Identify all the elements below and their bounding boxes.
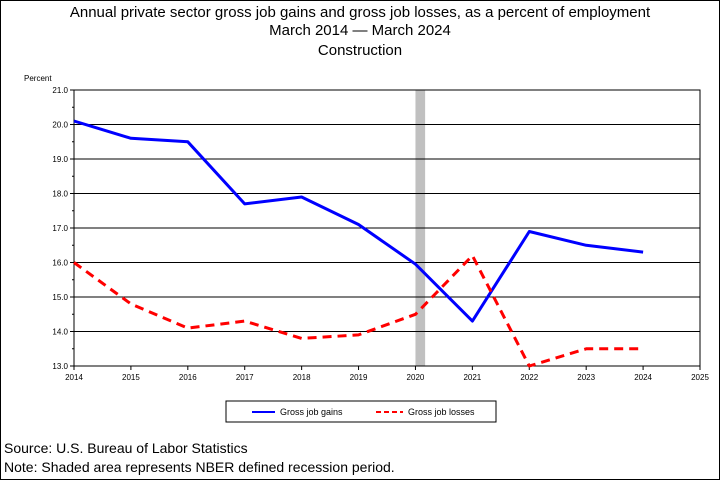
y-tick-label: 13.0	[52, 362, 68, 371]
x-tick-label: 2024	[634, 373, 652, 382]
x-tick-label: 2017	[236, 373, 254, 382]
x-tick-label: 2025	[691, 373, 709, 382]
y-tick-label: 14.0	[52, 328, 68, 337]
y-tick-label: 18.0	[52, 190, 68, 199]
x-tick-label: 2023	[577, 373, 595, 382]
y-tick-label: 19.0	[52, 155, 68, 164]
legend-label: Gross job losses	[408, 407, 475, 417]
y-tick-label: 20.0	[52, 121, 68, 130]
source-note: Source: U.S. Bureau of Labor Statistics	[4, 440, 248, 456]
x-tick-label: 2022	[520, 373, 538, 382]
y-tick-label: 17.0	[52, 224, 68, 233]
series-line-gross-job-losses	[73, 254, 644, 368]
x-tick-label: 2021	[463, 373, 481, 382]
y-tick-label: 16.0	[52, 259, 68, 268]
x-tick-label: 2014	[65, 373, 83, 382]
legend-label: Gross job gains	[280, 407, 343, 417]
recession-note: Note: Shaded area represents NBER define…	[4, 459, 395, 475]
x-tick-label: 2020	[407, 373, 425, 382]
x-tick-label: 2018	[293, 373, 311, 382]
legend-box	[225, 400, 497, 423]
y-tick-label: 21.0	[52, 86, 68, 95]
x-tick-label: 2015	[122, 373, 140, 382]
series-line-gross-job-gains	[73, 119, 644, 323]
chart-subtitle-industry: Construction	[317, 42, 403, 59]
plot-border	[73, 89, 701, 367]
x-tick-label: 2019	[350, 373, 368, 382]
y-tick-label: 15.0	[52, 293, 68, 302]
y-axis-label: Percent	[24, 74, 52, 83]
legend: Gross job gains Gross job losses	[225, 400, 497, 423]
chart-subtitle-period: March 2014 — March 2024	[269, 22, 451, 39]
x-tick-label: 2016	[179, 373, 197, 382]
chart-title: Annual private sector gross job gains an…	[69, 4, 651, 21]
